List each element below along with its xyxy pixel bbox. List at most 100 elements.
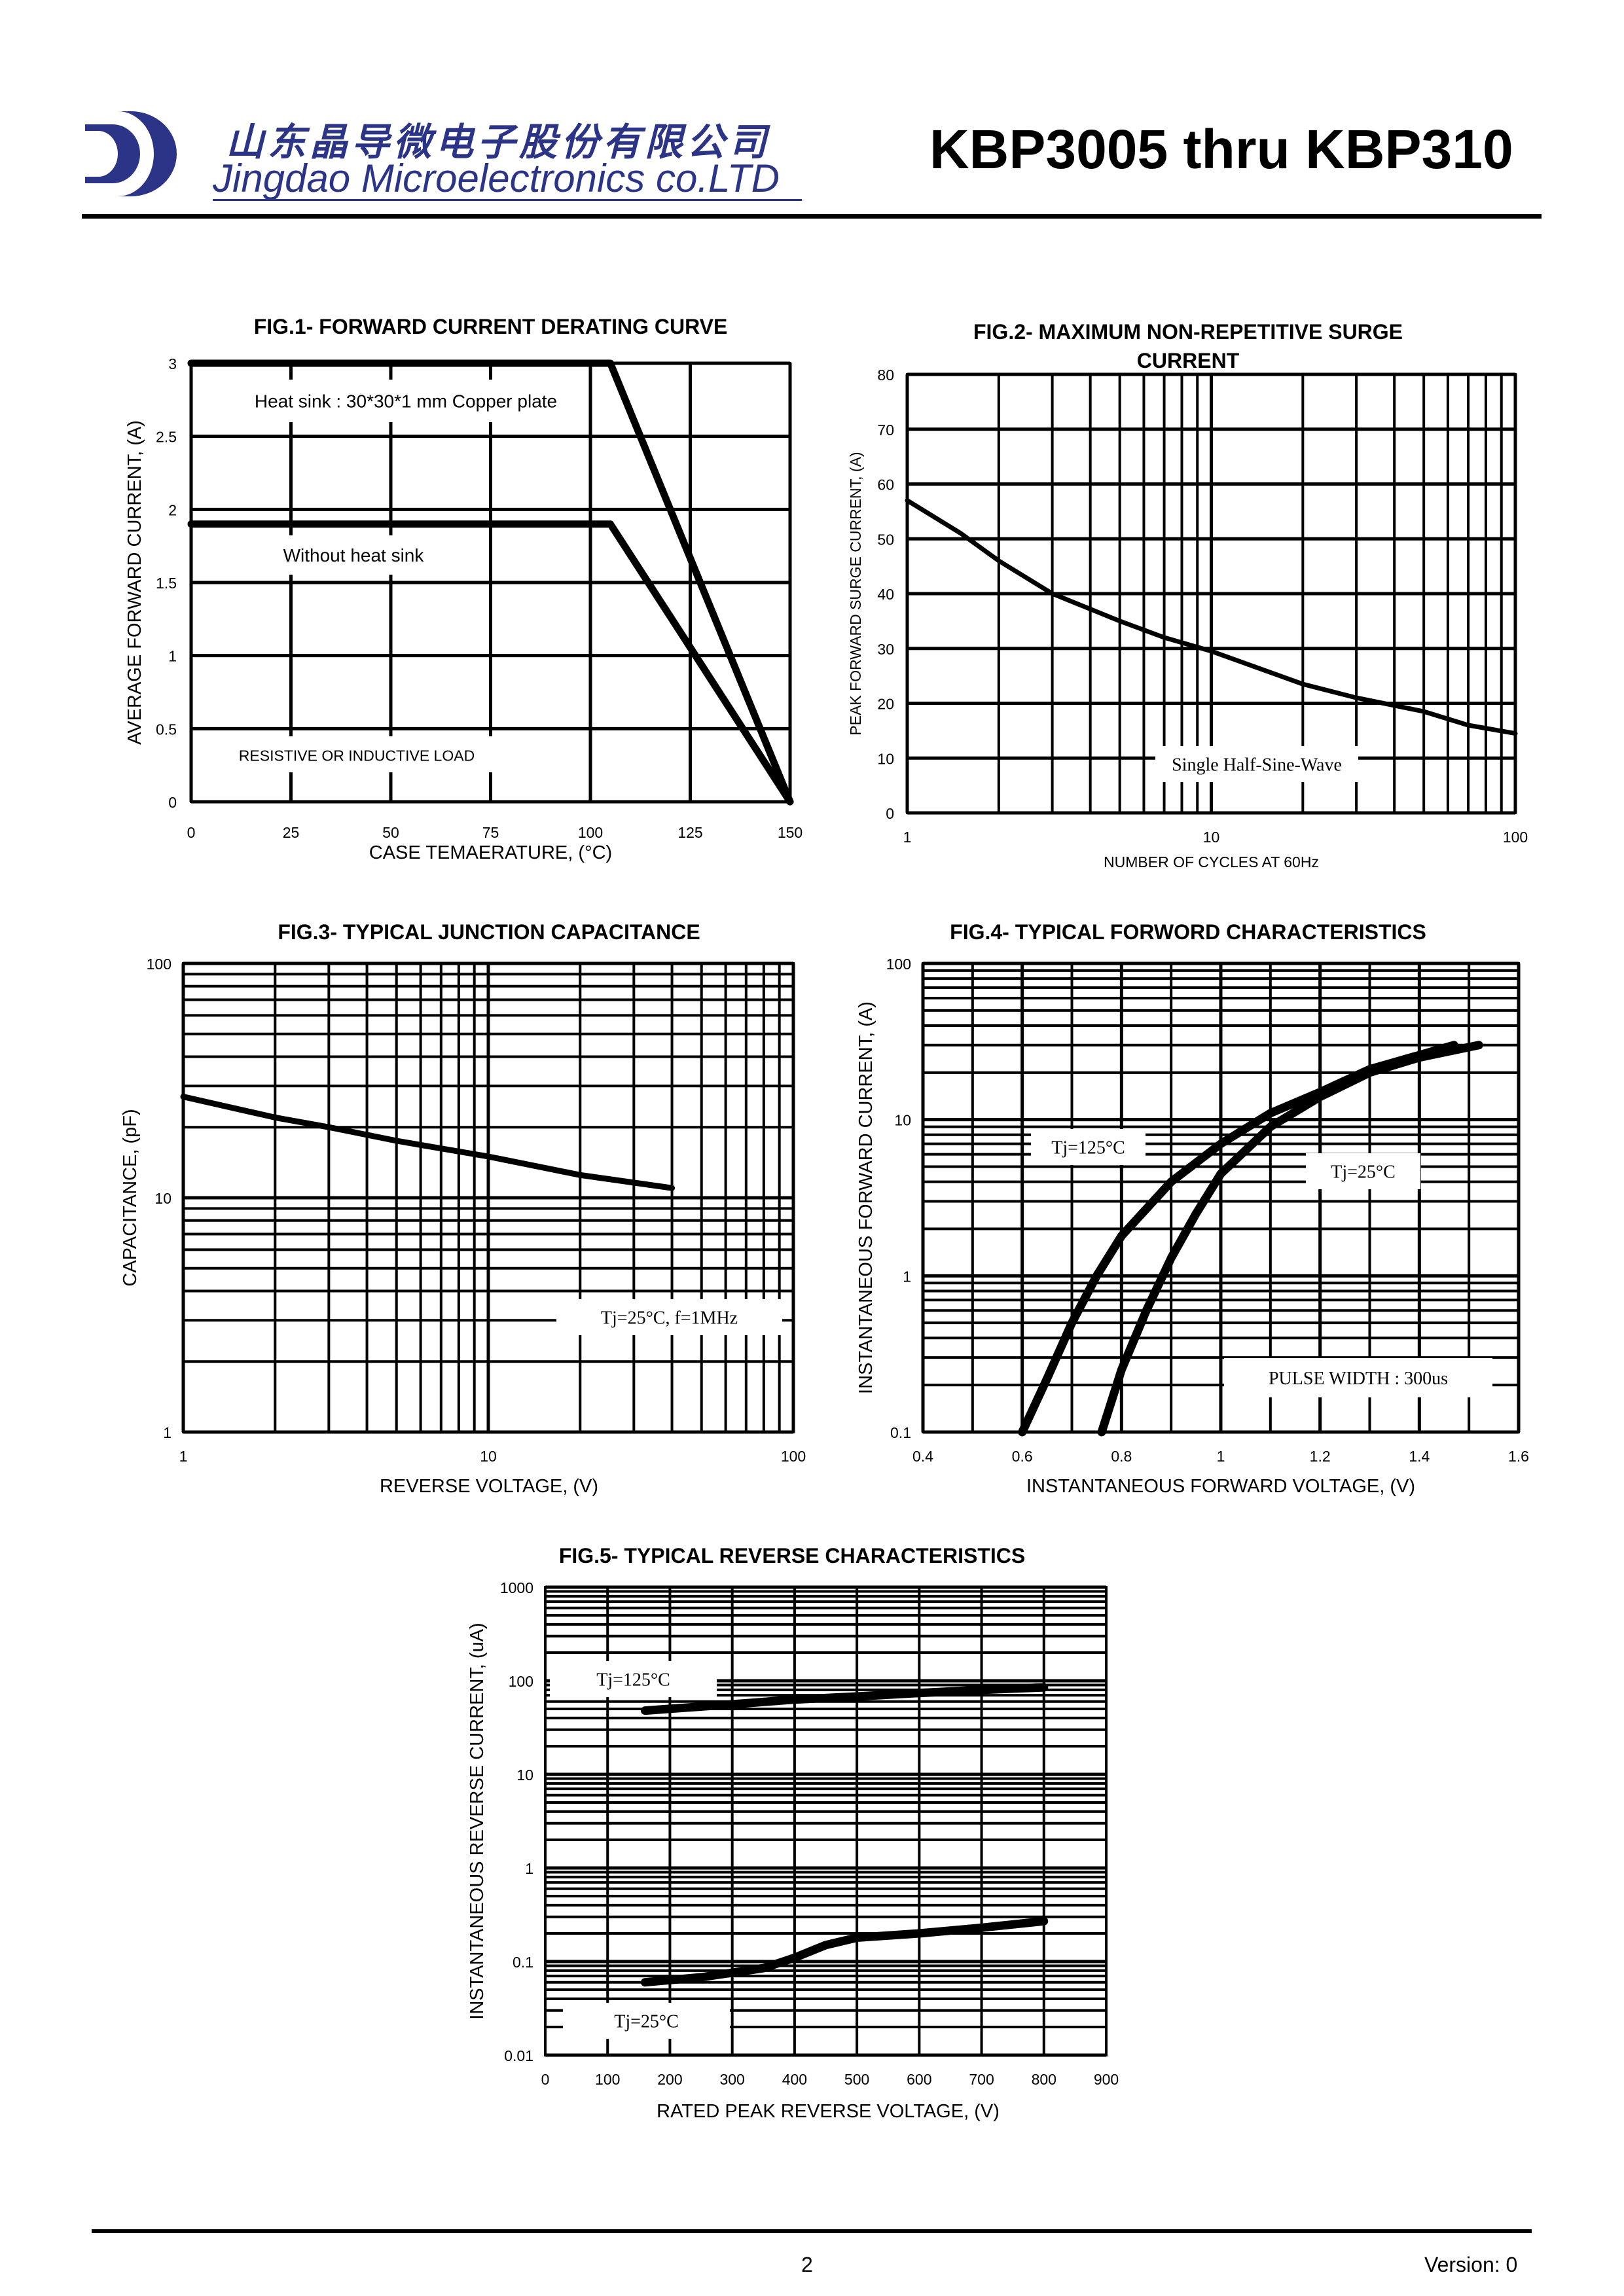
fig4-tj25-label: Tj=25°C — [1331, 1162, 1396, 1183]
fig1-load-note-box — [216, 736, 497, 772]
fig5-x-axis-label: RATED PEAK REVERSE VOLTAGE, (V) — [657, 2101, 1000, 2122]
fig5-series-line — [640, 1683, 1049, 1715]
fig2-plot-frame — [906, 373, 1517, 814]
fig5-plot-frame — [544, 1586, 1108, 2056]
fig2-ytick-label: 40 — [877, 586, 894, 603]
fig2-ytick-label: 20 — [877, 696, 894, 713]
fig2-ytick-label: 70 — [877, 422, 894, 439]
fig1-ytick-label: 1 — [168, 648, 177, 665]
fig4-ytick-label: 10 — [894, 1112, 911, 1129]
company-name-chinese: 山东晶导微电子股份有限公司 — [226, 121, 771, 164]
fig4-pulse-label-box — [1224, 1358, 1492, 1397]
fig5-xtick-label: 800 — [1032, 2071, 1056, 2088]
fig1-xtick-label: 50 — [382, 824, 399, 841]
fig5-xtick-label: 200 — [657, 2071, 682, 2088]
fig1-series-line — [187, 359, 794, 806]
fig1-xtick-label: 25 — [283, 824, 300, 841]
part-number-title: KBP3005 thru KBP310 — [929, 118, 1513, 180]
fig2-xtick-label: 100 — [1503, 829, 1528, 846]
fig3-series-line — [180, 1094, 676, 1191]
fig4-xtick-label: 0.4 — [912, 1448, 933, 1465]
fig5-xtick-label: 300 — [719, 2071, 744, 2088]
fig1-load-note: RESISTIVE OR INDUCTIVE LOAD — [239, 747, 475, 764]
fig2-ytick-label: 30 — [877, 641, 894, 658]
fig4-title: FIG.4- TYPICAL FORWORD CHARACTERISTICS — [950, 920, 1426, 944]
fig5-tj125-label: Tj=125°C — [596, 1670, 670, 1691]
fig3-xtick-label: 1 — [179, 1448, 188, 1465]
fig5-ytick-label: 0.1 — [513, 1954, 533, 1971]
fig3-plot-frame — [182, 962, 795, 1433]
fig1-xtick-label: 125 — [677, 824, 702, 841]
fig4-pulse-label: PULSE WIDTH : 300us — [1269, 1369, 1448, 1389]
fig1-xtick-label: 150 — [778, 824, 803, 841]
fig4-tj125-label-box — [1031, 1129, 1146, 1165]
fig4-xtick-label: 1.2 — [1310, 1448, 1331, 1465]
fig5-ytick-label: 100 — [509, 1673, 533, 1690]
fig4-ytick-label: 100 — [886, 956, 911, 973]
fig2-title: FIG.2- MAXIMUM NON-REPETITIVE SURGE — [973, 320, 1403, 344]
fig1-x-axis-label: CASE TEMAERATURE, (°C) — [369, 842, 612, 863]
fig1-ytick-label: 0 — [168, 794, 177, 811]
fig1-noheatsink-label-box — [268, 535, 439, 575]
footer-divider — [92, 2229, 1532, 2233]
fig5-ytick-label: 1000 — [500, 1579, 533, 1596]
fig3-condition-label-box — [556, 1299, 782, 1335]
fig4-tj25-label-box — [1306, 1153, 1420, 1189]
fig4-xtick-label: 1 — [1217, 1448, 1225, 1465]
fig4-ytick-label: 0.1 — [890, 1424, 911, 1441]
company-logo-icon — [85, 111, 177, 196]
fig3-xtick-label: 10 — [480, 1448, 497, 1465]
fig2-series-line — [905, 498, 1518, 736]
fig4-series-line — [1097, 1041, 1483, 1437]
fig5-series-line — [640, 1916, 1049, 1987]
fig1-xtick-label: 0 — [187, 824, 196, 841]
fig1-noheatsink-label: Without heat sink — [283, 545, 425, 565]
fig4-xtick-label: 1.6 — [1508, 1448, 1529, 1465]
fig3-y-axis-label: CAPACITANCE, (pF) — [120, 1109, 141, 1286]
fig1-xtick-label: 100 — [578, 824, 603, 841]
fig2-xtick-label: 1 — [903, 829, 912, 846]
fig5-y-axis-label: INSTANTANEOUS REVERSE CURRENT, (uA) — [467, 1623, 488, 2019]
fig2-ytick-label: 80 — [877, 367, 894, 384]
fig3-title: FIG.3- TYPICAL JUNCTION CAPACITANCE — [278, 920, 700, 944]
fig1-xtick-label: 75 — [482, 824, 499, 841]
fig1-ytick-label: 3 — [168, 355, 177, 372]
fig5-xtick-label: 600 — [907, 2071, 931, 2088]
fig2-x-axis-label: NUMBER OF CYCLES AT 60Hz — [1104, 853, 1319, 870]
fig5-tj125-label-box — [550, 1661, 717, 1697]
fig4-x-axis-label: INSTANTANEOUS FORWARD VOLTAGE, (V) — [1026, 1476, 1415, 1497]
fig1-heatsink-label: Heat sink : 30*30*1 mm Copper plate — [255, 391, 557, 412]
fig5-xtick-label: 400 — [782, 2071, 807, 2088]
fig2-ytick-label: 60 — [877, 476, 894, 493]
fig4-ytick-label: 1 — [903, 1268, 911, 1285]
header-divider — [82, 214, 1542, 219]
fig4-xtick-label: 0.6 — [1012, 1448, 1033, 1465]
fig5-xtick-label: 100 — [595, 2071, 620, 2088]
fig1-title: FIG.1- FORWARD CURRENT DERATING CURVE — [254, 315, 728, 338]
fig5-ytick-label: 10 — [516, 1767, 533, 1784]
fig3-ytick-label: 100 — [147, 956, 171, 973]
fig2-xtick-label: 10 — [1203, 829, 1220, 846]
fig2-waveform-label: Single Half-Sine-Wave — [1172, 755, 1342, 776]
page-number: 2 — [801, 2253, 813, 2276]
fig4-plot-frame — [922, 962, 1520, 1433]
fig1-series-line — [187, 520, 794, 806]
fig2-title-line2: CURRENT — [1137, 349, 1240, 372]
company-name-english: Jingdao Microelectronics co.LTD — [213, 156, 780, 200]
fig5-ytick-label: 1 — [525, 1860, 533, 1877]
fig1-heatsink-label-box — [236, 380, 576, 422]
fig5-tj25-label: Tj=25°C — [614, 2012, 679, 2032]
fig1-ytick-label: 0.5 — [156, 721, 177, 738]
fig2-y-axis-label: PEAK FORWARD SURGE CURRENT, (A) — [847, 452, 864, 735]
fig3-condition-label: Tj=25°C, f=1MHz — [601, 1308, 738, 1329]
fig1-y-axis-label: AVERAGE FORWARD CURRENT, (A) — [124, 420, 145, 745]
fig1-ytick-label: 2.5 — [156, 429, 177, 446]
fig2-ytick-label: 50 — [877, 531, 894, 548]
fig5-xtick-label: 500 — [844, 2071, 869, 2088]
fig4-y-axis-label: INSTANTANEOUS FORWARD CURRENT, (A) — [856, 1001, 876, 1394]
fig2-waveform-label-box — [1155, 746, 1358, 782]
fig3-ytick-label: 1 — [163, 1424, 171, 1441]
fig3-xtick-label: 100 — [781, 1448, 806, 1465]
logo-underline — [213, 199, 802, 201]
